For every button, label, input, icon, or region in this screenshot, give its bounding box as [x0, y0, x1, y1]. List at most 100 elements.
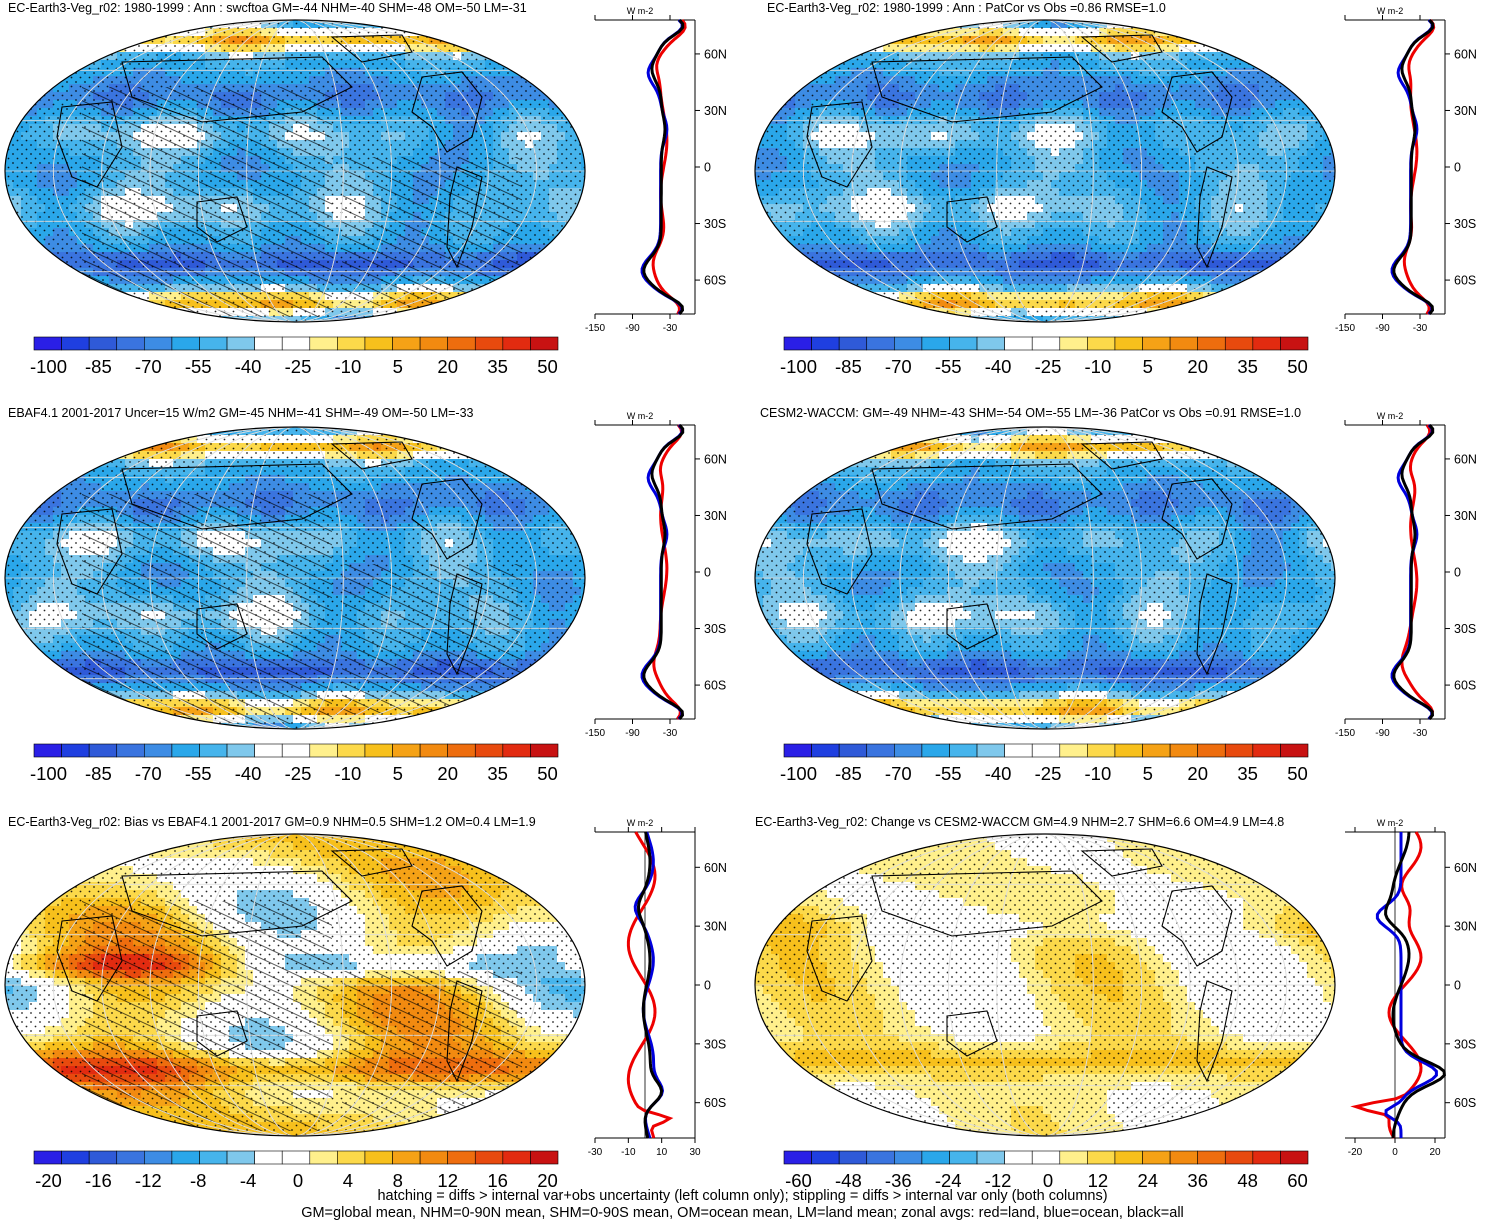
zonal-ytick-label: 0	[704, 566, 711, 580]
zonal-xtick-label: -30	[588, 1147, 603, 1158]
colorbar-swatch	[1060, 744, 1088, 757]
colorbar-tick-label: 35	[1237, 356, 1258, 377]
colorbar-swatch	[199, 1151, 227, 1164]
colorbar-swatch	[503, 1151, 531, 1164]
colorbar-swatch	[1115, 1151, 1143, 1164]
panel-title-cesm: CESM2-WACCM: GM=-49 NHM=-43 SHM=-54 OM=-…	[760, 406, 1301, 420]
colorbar-swatch	[1198, 337, 1226, 350]
colorbar-tick-label: -40	[235, 763, 262, 784]
colorbar-swatch	[530, 744, 558, 757]
colorbar-swatch	[117, 1151, 145, 1164]
zonal-ytick-label: 60N	[704, 861, 727, 875]
zonal-ytick-label: 60S	[704, 274, 726, 288]
colorbar-swatch	[530, 337, 558, 350]
panel-title-bias: EC-Earth3-Veg_r02: Bias vs EBAF4.1 2001-…	[8, 815, 536, 829]
colorbar-swatch	[1198, 1151, 1226, 1164]
colorbar-swatch	[1253, 337, 1281, 350]
colorbar-swatch	[1060, 337, 1088, 350]
zonal-ytick-label: 30S	[1454, 1037, 1476, 1051]
colorbar-swatch	[922, 744, 950, 757]
zonal-units: W m-2	[1377, 6, 1404, 16]
colorbar-swatch	[89, 337, 117, 350]
zonal-ytick-label: 30N	[1454, 509, 1477, 523]
map-model	[2, 17, 588, 325]
colorbar-swatch	[1115, 744, 1143, 757]
colorbar-tick-label: -55	[935, 356, 962, 377]
zonal-ytick-label: 60N	[704, 452, 727, 466]
map-model-patcor	[752, 17, 1338, 325]
colorbar-tick-label: -10	[335, 356, 362, 377]
zonal-line-land	[1404, 20, 1433, 314]
colorbar-swatch	[977, 1151, 1005, 1164]
colorbar-tick-label: -100	[780, 356, 817, 377]
colorbar-swatch	[1280, 744, 1308, 757]
colorbar-tick-label: -70	[135, 356, 162, 377]
colorbar-swatch	[1087, 744, 1115, 757]
colorbar-tick-label: -55	[185, 356, 212, 377]
colorbar-tick-label: -55	[935, 763, 962, 784]
colorbar-swatch	[199, 744, 227, 757]
map-bias	[2, 831, 588, 1139]
colorbar-tick-label: 20	[437, 763, 458, 784]
colorbar-tick-label: -100	[780, 763, 817, 784]
map-cesm	[752, 424, 1338, 732]
colorbar-swatch	[365, 744, 393, 757]
zonal-ytick-label: 60S	[1454, 274, 1476, 288]
zonal-xtick-label: -10	[621, 1147, 636, 1158]
colorbar-swatch	[894, 744, 922, 757]
zonal-ytick-label: 30S	[704, 217, 726, 231]
zonal-xtick-label: -150	[585, 323, 605, 334]
zonal-ytick-label: 0	[704, 161, 711, 175]
colorbar-swatch	[1143, 744, 1171, 757]
colorbar-swatch	[1115, 337, 1143, 350]
colorbar-swatch	[310, 1151, 338, 1164]
colorbar-swatch	[1170, 337, 1198, 350]
map-field	[752, 831, 1338, 1139]
colorbar-swatch	[1032, 337, 1060, 350]
colorbar-swatch	[62, 744, 90, 757]
colorbar-swatch	[117, 744, 145, 757]
colorbar-swatch	[393, 744, 421, 757]
zonal-ytick-label: 30N	[1454, 104, 1477, 118]
colorbar-swatch	[227, 744, 255, 757]
colorbar-swatch	[503, 337, 531, 350]
colorbar-tick-label: 50	[537, 356, 558, 377]
colorbar-swatch	[172, 744, 200, 757]
colorbar-swatch	[1280, 337, 1308, 350]
colorbar-tick-label: -25	[285, 356, 312, 377]
colorbar-tick-label: -70	[885, 763, 912, 784]
colorbar-swatch	[949, 1151, 977, 1164]
colorbar-swatch	[949, 744, 977, 757]
colorbar-swatch	[172, 337, 200, 350]
zonal-xtick-label: -30	[663, 323, 678, 334]
zonal-ytick-label: 30N	[704, 920, 727, 934]
colorbar-swatch	[867, 1151, 895, 1164]
zonal-ytick-label: 30S	[1454, 622, 1476, 636]
zonal-xtick-label: 20	[1429, 1147, 1441, 1158]
map-field	[2, 831, 588, 1139]
colorbar-tick-label: 50	[1287, 356, 1308, 377]
colorbar-swatch	[1170, 1151, 1198, 1164]
colorbar-swatch	[420, 744, 448, 757]
zonal-line-land	[654, 425, 682, 719]
colorbar-swatch	[475, 337, 503, 350]
colorbar-swatch	[1005, 1151, 1033, 1164]
colorbar-swatch	[337, 337, 365, 350]
colorbar-swatch	[1005, 337, 1033, 350]
panel-title-change: EC-Earth3-Veg_r02: Change vs CESM2-WACCM…	[755, 815, 1284, 829]
map-field	[752, 17, 1338, 325]
colorbar-swatch	[393, 1151, 421, 1164]
zonal-xtick-label: -90	[1375, 323, 1390, 334]
colorbar-tick-label: -85	[85, 356, 112, 377]
zonal-xtick-label: -90	[625, 728, 640, 739]
colorbar-tick-label: -40	[985, 763, 1012, 784]
colorbar-swatch	[1032, 1151, 1060, 1164]
colorbar-swatch	[62, 1151, 90, 1164]
colorbar-tick-label: -25	[1035, 356, 1062, 377]
colorbar-swatch	[448, 337, 476, 350]
